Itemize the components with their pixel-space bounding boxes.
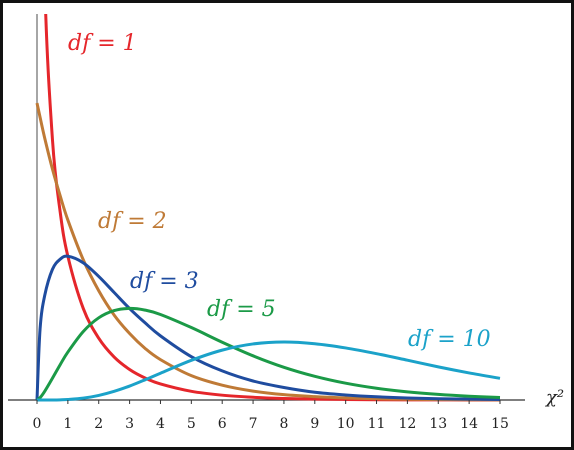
line-series <box>36 306 501 402</box>
x-tick-label: 2 <box>94 416 103 432</box>
x-tick-label: 0 <box>33 416 42 432</box>
x-tick-label: 7 <box>249 416 258 432</box>
series-label: df = 5 <box>207 297 276 322</box>
x-tick-label: 3 <box>125 416 134 432</box>
x-tick-label: 11 <box>368 416 386 432</box>
curves <box>35 14 501 402</box>
series-label: df = 3 <box>130 269 199 294</box>
x-tick-label: 8 <box>279 416 288 432</box>
x-tick-label: 9 <box>310 416 319 432</box>
x-tick-label: 6 <box>218 416 227 432</box>
series-label: df = 2 <box>98 209 167 234</box>
x-tick-label: 12 <box>398 416 416 432</box>
x-tick-label: 14 <box>460 416 478 432</box>
line-series <box>37 340 501 402</box>
x-tick-label: 13 <box>429 416 447 432</box>
x-tick-label: 15 <box>491 416 509 432</box>
line-series <box>35 254 501 401</box>
x-axis-label: χ² <box>544 387 564 408</box>
series-label: df = 1 <box>68 31 137 56</box>
x-tick-label: 4 <box>156 416 165 432</box>
line-series <box>35 102 501 402</box>
series-label: df = 10 <box>408 327 491 352</box>
x-tick-label: 10 <box>337 416 355 432</box>
x-tick-label: 5 <box>187 416 196 432</box>
x-tick-label: 1 <box>63 416 72 432</box>
